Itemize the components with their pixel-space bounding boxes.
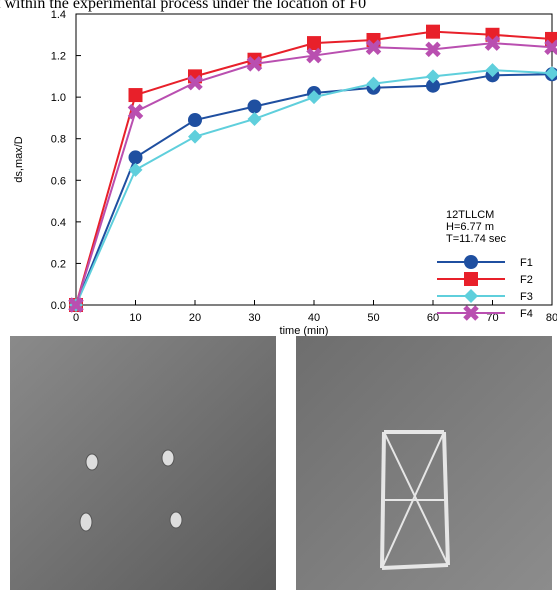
marker xyxy=(129,150,143,164)
annotation: 12TLLCM xyxy=(446,209,494,221)
legend-label: F2 xyxy=(520,274,533,286)
y-axis-label: ds,max/D xyxy=(13,136,25,183)
series-line xyxy=(76,74,552,305)
x-tick-label: 40 xyxy=(308,312,320,324)
annotation: T=11.74 sec xyxy=(446,233,507,245)
marker xyxy=(307,36,321,50)
y-tick-label: 1.0 xyxy=(51,92,66,104)
marker xyxy=(188,130,202,144)
legend-label: F4 xyxy=(520,308,533,320)
photo-right xyxy=(296,336,552,590)
legend-marker xyxy=(464,289,478,303)
y-tick-label: 0.6 xyxy=(51,175,66,187)
legend-label: F3 xyxy=(520,291,533,303)
series-line xyxy=(76,43,552,305)
y-tick-label: 1.2 xyxy=(51,51,66,63)
y-tick-label: 0.8 xyxy=(51,134,66,146)
marker xyxy=(248,112,262,126)
y-tick-label: 0.0 xyxy=(51,300,66,312)
figure: t within the experimental process under … xyxy=(0,0,557,590)
legend-marker xyxy=(464,255,478,269)
marker xyxy=(248,99,262,113)
y-tick-label: 1.4 xyxy=(51,9,66,21)
series-line xyxy=(76,32,552,305)
annotation: H=6.77 m xyxy=(446,221,494,233)
marker xyxy=(188,113,202,127)
marker xyxy=(464,255,478,269)
x-tick-label: 80 xyxy=(546,312,557,324)
x-tick-label: 20 xyxy=(189,312,201,324)
x-tick-label: 10 xyxy=(129,312,141,324)
x-tick-label: 0 xyxy=(73,312,79,324)
marker xyxy=(129,88,143,102)
x-tick-label: 30 xyxy=(248,312,260,324)
legend-marker xyxy=(464,272,478,286)
photo-left xyxy=(10,336,276,590)
x-axis-label: time (min) xyxy=(280,325,329,337)
legend-label: F1 xyxy=(520,257,533,269)
y-tick-label: 0.2 xyxy=(51,258,66,270)
marker xyxy=(464,272,478,286)
marker xyxy=(426,25,440,39)
y-tick-label: 0.4 xyxy=(51,217,66,229)
marker xyxy=(129,163,143,177)
x-tick-label: 50 xyxy=(367,312,379,324)
marker xyxy=(464,289,478,303)
